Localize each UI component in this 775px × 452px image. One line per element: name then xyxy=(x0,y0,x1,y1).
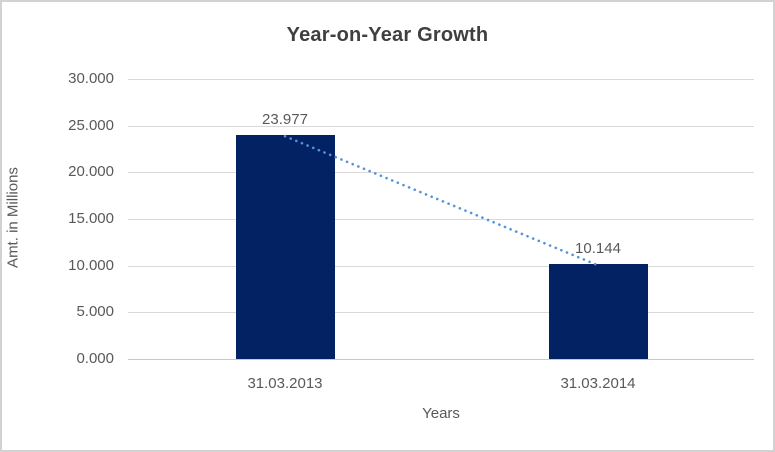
x-tick-label-2013: 31.03.2013 xyxy=(247,375,323,392)
x-axis-line xyxy=(128,359,754,360)
x-axis-title: Years xyxy=(422,405,460,422)
gridline xyxy=(128,312,754,313)
y-tick-label: 15.000 xyxy=(68,210,114,227)
y-tick-label: 0.000 xyxy=(76,350,114,367)
gridline xyxy=(128,266,754,267)
y-tick-label: 20.000 xyxy=(68,163,114,180)
y-tick-label: 30.000 xyxy=(68,70,114,87)
gridline xyxy=(128,219,754,220)
data-label-2013: 23.977 xyxy=(262,111,308,129)
y-tick-label: 25.000 xyxy=(68,117,114,134)
bar-31-03-2014 xyxy=(548,264,648,359)
y-tick-label: 10.000 xyxy=(68,257,114,274)
bar-31-03-2013 xyxy=(235,135,335,359)
gridline xyxy=(128,172,754,173)
y-axis-title: Amt. in Millions xyxy=(4,167,22,268)
x-tick-label-2014: 31.03.2014 xyxy=(560,375,636,392)
gridline xyxy=(128,126,754,127)
data-label-2014: 10.144 xyxy=(575,240,621,258)
y-tick-label: 5.000 xyxy=(76,303,114,320)
gridline xyxy=(128,79,754,80)
chart-title: Year-on-Year Growth xyxy=(286,24,489,46)
